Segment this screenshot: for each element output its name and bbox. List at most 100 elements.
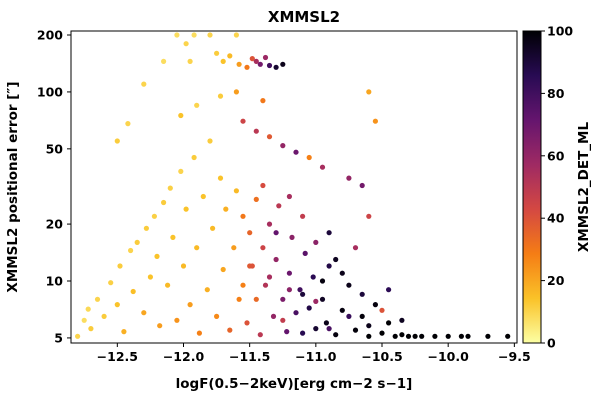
data-point [200, 193, 206, 200]
data-point [273, 230, 279, 236]
data-point [313, 326, 319, 332]
data-point [346, 313, 352, 319]
data-point [262, 282, 269, 288]
data-point [220, 58, 226, 64]
data-point [293, 310, 299, 316]
data-point [167, 185, 173, 191]
colorbar-axis: 0 20 40 60 80 100 [541, 24, 573, 351]
data-point [260, 98, 266, 104]
data-point [352, 245, 359, 251]
data-point [75, 333, 81, 339]
data-point [183, 41, 189, 47]
data-point [247, 230, 253, 236]
plot-frame [70, 30, 518, 344]
data-point [114, 138, 120, 144]
y-tick-label: 10 [46, 274, 64, 289]
data-point [313, 239, 319, 245]
data-point [236, 61, 242, 67]
data-point [366, 323, 372, 329]
data-point [386, 287, 392, 293]
data-point [346, 282, 352, 288]
data-point [284, 329, 290, 335]
x-tick-label: −11.5 [229, 349, 270, 364]
data-point [386, 320, 392, 326]
x-axis-label: logF(0.5−2keV)[erg cm−2 s−1] [176, 376, 413, 392]
data-point [266, 221, 273, 227]
data-point [81, 317, 87, 323]
data-point [297, 287, 303, 293]
data-point [266, 134, 273, 140]
x-axis: −12.5 −12.0 −11.5 −11.0 −10.5 −10.0 −9.5 [97, 343, 531, 364]
data-point [108, 280, 114, 286]
data-point [233, 188, 239, 194]
data-point [143, 225, 149, 231]
data-point [379, 307, 385, 313]
data-point [273, 256, 279, 263]
data-point [154, 253, 160, 259]
data-point [141, 310, 147, 316]
data-point [249, 56, 255, 62]
x-tick-label: −10.5 [361, 349, 402, 364]
data-point [346, 175, 352, 181]
data-point [262, 54, 269, 61]
data-point [326, 230, 332, 236]
data-point [183, 206, 189, 212]
data-point [157, 323, 163, 329]
data-point [85, 306, 91, 312]
data-point [266, 274, 273, 280]
data-point [236, 296, 242, 302]
data-point [214, 313, 220, 319]
data-point [240, 282, 246, 288]
data-point [270, 313, 277, 319]
data-point [249, 263, 255, 269]
data-point [204, 287, 210, 293]
y-tick-label: 50 [46, 141, 64, 156]
data-point [207, 32, 213, 38]
data-point [326, 326, 332, 332]
data-point [319, 296, 326, 302]
y-tick-label: 5 [54, 330, 63, 345]
colorbar-label: XMMSL2_DET_ML [576, 122, 592, 253]
points-layer [75, 32, 511, 339]
data-point [125, 121, 131, 127]
data-point [220, 266, 226, 273]
plot-background [71, 31, 517, 343]
data-point [187, 302, 193, 308]
data-point [207, 138, 213, 144]
data-point [180, 263, 187, 269]
data-point [310, 274, 316, 280]
data-point [117, 263, 123, 269]
data-point [465, 333, 471, 339]
data-point [233, 32, 239, 38]
data-point [187, 58, 193, 64]
chart-title: XMMSL2 [268, 8, 340, 26]
data-point [405, 333, 412, 339]
data-point [244, 64, 250, 70]
data-point [399, 332, 405, 338]
x-tick-label: −10.0 [428, 349, 470, 364]
data-point [366, 89, 372, 95]
data-point [505, 333, 511, 339]
data-point [306, 305, 312, 311]
data-point [257, 61, 263, 67]
colorbar-frame [522, 30, 542, 344]
data-point [286, 270, 292, 276]
data-point [194, 245, 200, 251]
data-point [223, 206, 229, 212]
data-point [359, 291, 365, 297]
data-point [165, 282, 171, 288]
data-point [88, 326, 94, 332]
data-point [134, 239, 140, 245]
data-point [141, 81, 147, 87]
x-tick-label: −12.0 [163, 349, 205, 364]
data-point [240, 213, 246, 219]
data-point [458, 333, 464, 339]
data-point [300, 330, 306, 336]
data-point [194, 102, 200, 108]
x-tick-label: −12.5 [97, 349, 138, 364]
data-point [319, 164, 326, 170]
y-axis: 5 10 20 50 100 200 [37, 28, 71, 345]
data-point [366, 213, 372, 219]
data-point [161, 58, 167, 64]
data-point [231, 245, 237, 251]
